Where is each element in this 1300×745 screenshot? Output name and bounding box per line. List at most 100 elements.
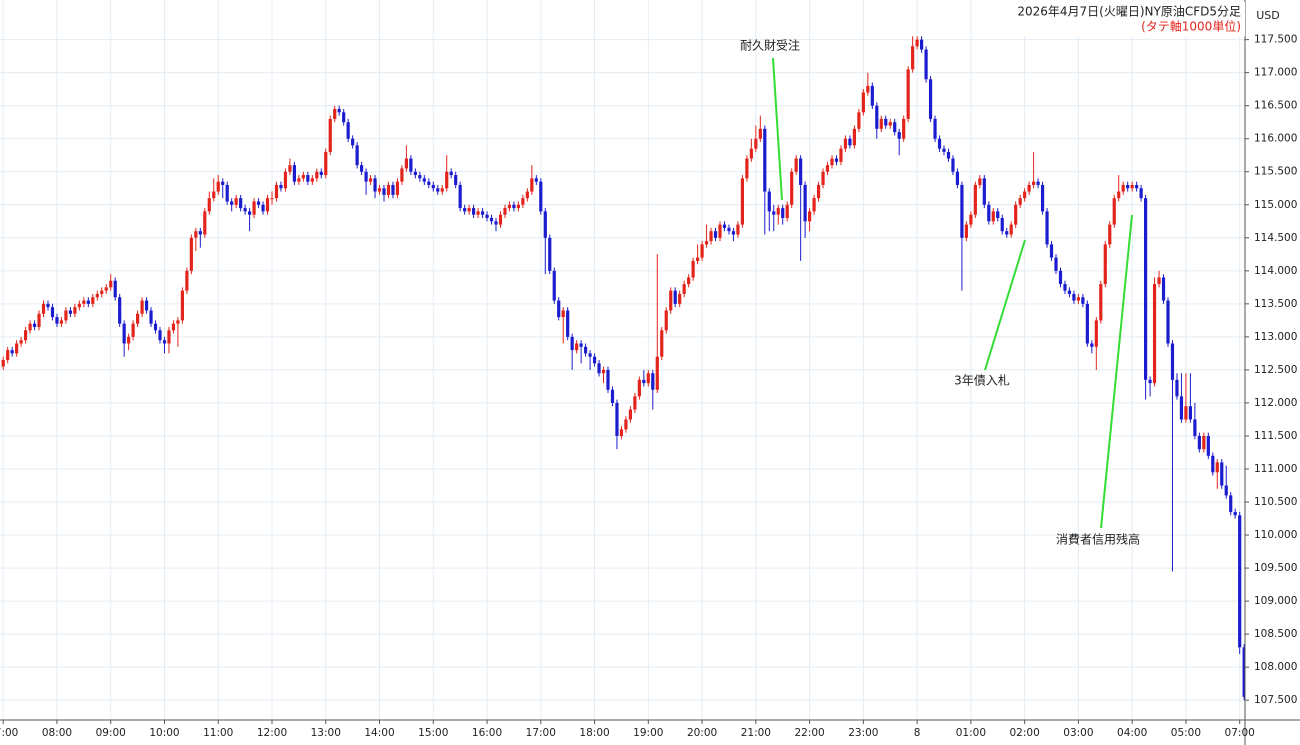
annotation: 耐久財受注: [740, 38, 800, 53]
candle-body: [301, 175, 305, 179]
candle-body: [794, 158, 798, 172]
candle-body: [1193, 419, 1197, 436]
y-tick-label: 107.500: [1254, 694, 1297, 706]
candle-body: [239, 198, 243, 209]
x-tick-label: 23:00: [848, 727, 878, 739]
candle-body: [422, 178, 426, 182]
annotation: 3年債入札: [954, 373, 1010, 388]
candle-body: [283, 171, 288, 189]
candle-body: [270, 198, 274, 200]
candle-body: [660, 330, 664, 357]
candle-body: [960, 184, 964, 238]
candle-body: [64, 310, 68, 321]
candle-body: [1229, 495, 1233, 512]
candle-body: [1148, 379, 1152, 384]
x-tick-label: 22:00: [794, 727, 824, 739]
candle-body: [530, 178, 534, 192]
candle-body: [696, 257, 700, 261]
x-tick-label: 8: [914, 727, 921, 739]
candle-body: [346, 122, 350, 139]
candle-body: [37, 313, 41, 327]
y-tick-label: 116.000: [1254, 133, 1297, 145]
candle-body: [153, 323, 158, 331]
candle-body: [59, 320, 64, 324]
candle-body: [82, 300, 86, 304]
candles: [1, 36, 1246, 701]
candle-body: [709, 231, 713, 242]
candle-body: [825, 165, 830, 172]
candle-body: [704, 241, 709, 245]
candle-body: [373, 178, 377, 192]
candle-body: [86, 300, 90, 304]
candle-body: [615, 402, 619, 436]
candle-body: [637, 379, 641, 397]
candle-body: [597, 363, 601, 374]
candle-body: [646, 373, 650, 384]
y-tick-label: 110.500: [1254, 496, 1297, 508]
candle-body: [1045, 211, 1049, 245]
candle-body: [713, 231, 718, 238]
candle-body: [512, 204, 516, 209]
candle-body: [24, 330, 28, 341]
candle-body: [727, 227, 731, 232]
y-tick-label: 110.000: [1254, 529, 1297, 541]
candle-body: [1036, 181, 1040, 185]
candle-body: [1157, 277, 1161, 285]
candle-body: [955, 171, 960, 185]
candle-body: [516, 204, 520, 209]
candle-body: [507, 204, 512, 209]
candle-body: [503, 208, 507, 215]
y-tick-label: 109.000: [1254, 595, 1297, 607]
x-tick-label: 15:00: [418, 727, 448, 739]
candle-body: [584, 346, 588, 354]
y-tick-label: 115.500: [1254, 166, 1297, 178]
candle-body: [131, 323, 135, 337]
candle-body: [225, 184, 229, 202]
candle-body: [445, 171, 449, 189]
x-tick-label: 21:00: [741, 727, 771, 739]
candle-body: [306, 175, 310, 182]
candle-body: [122, 323, 126, 344]
candle-body: [46, 303, 50, 308]
candle-body: [821, 171, 825, 185]
candle-body: [920, 39, 924, 50]
annotation-lines: [772, 57, 1133, 529]
y-tick-label: 116.500: [1254, 100, 1297, 112]
candle-body: [328, 118, 332, 152]
candle-body: [19, 340, 23, 344]
candle-body: [1067, 290, 1072, 294]
candle-body: [1032, 181, 1036, 185]
y-tick-label: 109.500: [1254, 562, 1297, 574]
y-tick-label: 114.500: [1254, 232, 1297, 244]
candle-body: [633, 396, 637, 410]
candle-body: [1215, 462, 1219, 473]
y-tick-label: 117.500: [1254, 34, 1297, 46]
candle-body: [1103, 244, 1107, 285]
candle-body: [100, 290, 104, 294]
candle-body: [252, 201, 256, 215]
candle-body: [1242, 647, 1246, 697]
candle-body: [68, 310, 72, 314]
candle-body: [557, 300, 561, 318]
candle-body: [480, 211, 485, 215]
candle-body: [1166, 300, 1170, 344]
candle-body: [180, 290, 184, 321]
candle-body: [642, 379, 646, 384]
candle-body: [50, 307, 55, 318]
candle-body: [1018, 198, 1022, 205]
candle-body: [28, 323, 32, 331]
candle-body: [440, 188, 444, 192]
candle-body: [109, 280, 113, 288]
candle-body: [973, 184, 977, 215]
candle-body: [91, 297, 95, 304]
candle-body: [1117, 191, 1121, 199]
candle-body: [830, 158, 834, 166]
candle-body: [624, 419, 628, 430]
candle-body: [606, 369, 610, 390]
x-tick-label: 20:00: [687, 727, 717, 739]
candle-body: [351, 138, 355, 146]
candle-body: [996, 211, 1000, 218]
candle-body: [413, 171, 417, 176]
candle-body: [799, 158, 803, 185]
candle-body: [946, 151, 951, 159]
